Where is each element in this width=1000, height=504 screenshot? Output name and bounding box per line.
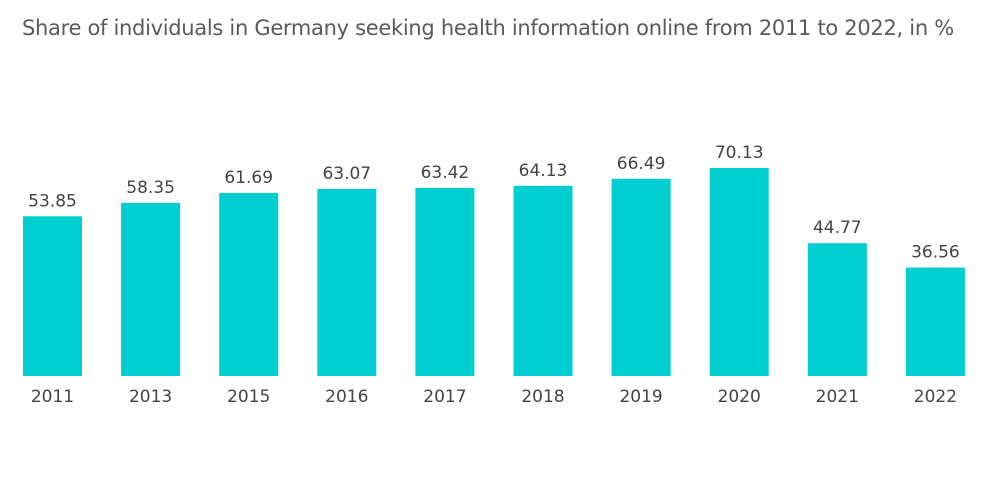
- bar-2020: [709, 168, 769, 376]
- bar-2016: [317, 188, 377, 376]
- bar-2011: [23, 216, 82, 376]
- x-tick-label-2017: 2017: [423, 387, 466, 407]
- x-tick-label-2013: 2013: [129, 387, 172, 407]
- x-tick-label-2019: 2019: [619, 387, 662, 407]
- bar-2015: [219, 193, 279, 376]
- bar-2018: [513, 185, 573, 376]
- value-label-2020: 70.13: [715, 143, 764, 163]
- value-label-2018: 64.13: [519, 161, 568, 181]
- value-label-2011: 53.85: [28, 191, 77, 211]
- value-label-2016: 63.07: [322, 164, 371, 184]
- x-tick-label-2018: 2018: [521, 387, 564, 407]
- x-tick-label-2011: 2011: [31, 387, 74, 407]
- bar-2021: [807, 243, 867, 376]
- bar-2019: [611, 178, 671, 376]
- x-tick-label-2015: 2015: [227, 387, 270, 407]
- bar-2017: [415, 187, 475, 376]
- value-label-2019: 66.49: [617, 154, 666, 174]
- chart-title: Share of individuals in Germany seeking …: [22, 16, 954, 40]
- x-tick-label-2022: 2022: [914, 387, 957, 407]
- x-tick-label-2016: 2016: [325, 387, 368, 407]
- bars-group: [23, 168, 965, 376]
- value-label-2021: 44.77: [813, 218, 862, 238]
- bar-2013: [121, 202, 181, 376]
- value-label-2013: 58.35: [126, 178, 175, 198]
- x-tick-label-2021: 2021: [816, 387, 859, 407]
- x-tick-labels-group: 2011 2013 2015 2016 2017 2018 2019 2020 2021 2022: [31, 387, 957, 407]
- bar-2022: [905, 267, 965, 376]
- value-labels-group: 53.85 58.35 61.69 63.07 63.42 64.13 66.49 70.13…: [28, 143, 960, 263]
- value-label-2022: 36.56: [911, 243, 960, 263]
- x-tick-label-2020: 2020: [718, 387, 761, 407]
- value-label-2017: 63.42: [421, 163, 470, 183]
- value-label-2015: 61.69: [224, 168, 273, 188]
